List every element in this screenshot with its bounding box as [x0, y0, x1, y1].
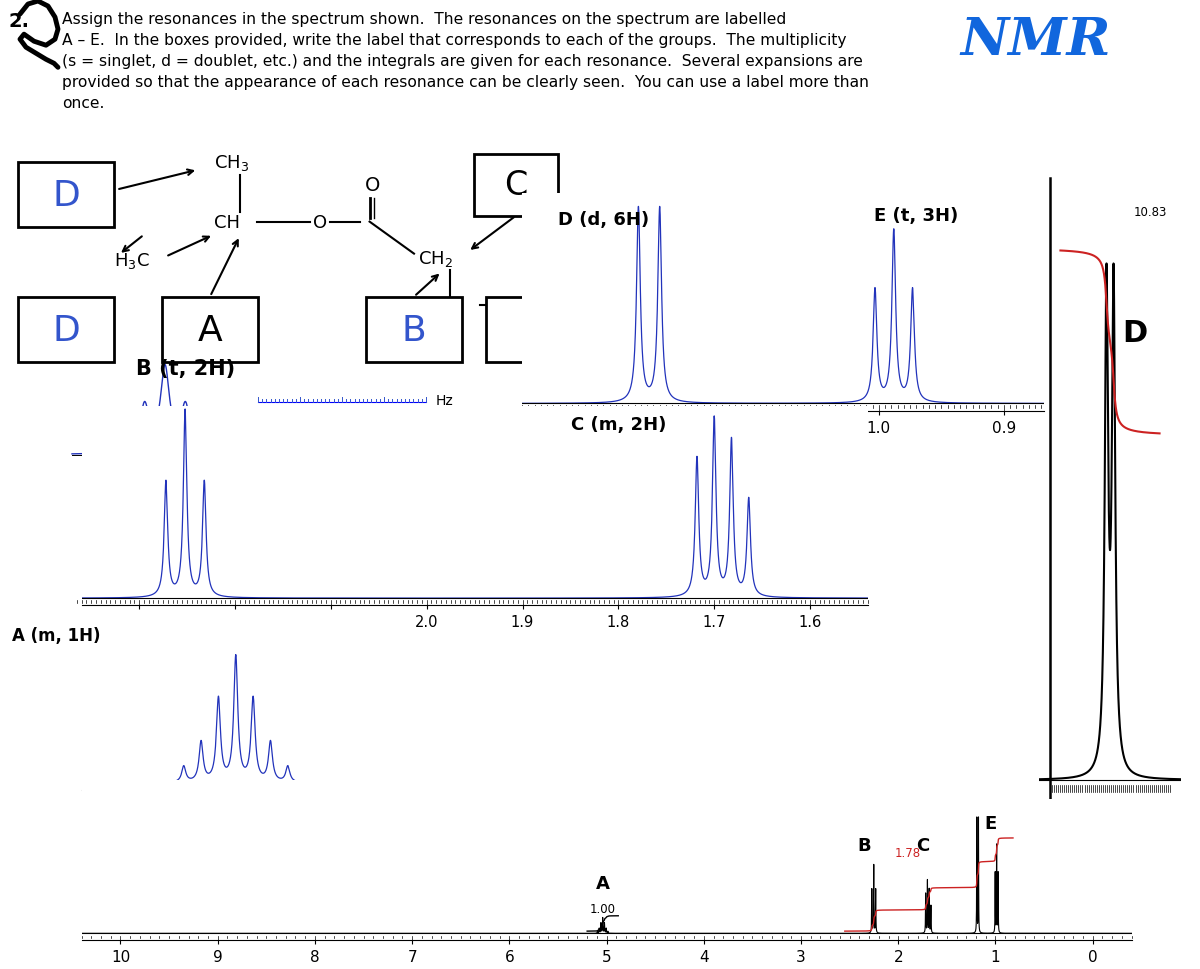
Bar [18, 163, 114, 228]
Text: 10.83: 10.83 [1133, 206, 1166, 219]
Text: 0: 0 [422, 407, 430, 421]
Text: 10: 10 [362, 407, 378, 421]
Text: A – E.  In the boxes provided, write the label that corresponds to each of the g: A – E. In the boxes provided, write the … [62, 33, 846, 48]
Text: E (t, 3H): E (t, 3H) [874, 207, 959, 225]
Text: A: A [595, 874, 610, 891]
Text: 1.00: 1.00 [589, 902, 616, 916]
Text: C: C [916, 836, 929, 855]
Bar [18, 297, 114, 362]
Text: E: E [984, 815, 997, 832]
Text: C (m, 2H): C (m, 2H) [571, 416, 666, 433]
Text: O: O [313, 213, 328, 232]
Text: 20: 20 [306, 407, 322, 421]
Text: CH$_3$: CH$_3$ [526, 296, 560, 315]
Bar [162, 297, 258, 362]
Text: NMR: NMR [960, 15, 1110, 66]
Text: CH$_2$: CH$_2$ [418, 296, 452, 315]
Text: 1.78: 1.78 [895, 846, 922, 859]
Text: CH$_3$: CH$_3$ [214, 152, 248, 172]
Text: (s = singlet, d = doublet, etc.) and the integrals are given for each resonance.: (s = singlet, d = doublet, etc.) and the… [62, 54, 863, 69]
Text: H$_3$C: H$_3$C [114, 250, 150, 270]
Text: D (d, 6H): D (d, 6H) [558, 211, 649, 229]
Text: 2.: 2. [8, 12, 29, 31]
Text: C: C [504, 169, 528, 202]
Text: A (m, 1H): A (m, 1H) [12, 626, 101, 644]
Text: O: O [365, 176, 380, 195]
Text: D: D [52, 178, 80, 212]
Bar [366, 297, 462, 362]
Bar [474, 154, 558, 216]
Text: once.: once. [62, 96, 104, 111]
Text: A: A [198, 313, 222, 347]
Text: B: B [402, 313, 426, 347]
Text: B (t, 2H): B (t, 2H) [137, 359, 235, 378]
Text: B: B [858, 836, 871, 855]
Text: D: D [1122, 319, 1147, 348]
Bar [486, 297, 582, 362]
Text: 30: 30 [251, 407, 265, 421]
Text: provided so that the appearance of each resonance can be clearly seen.  You can : provided so that the appearance of each … [62, 76, 869, 90]
Text: Hz: Hz [436, 393, 454, 407]
Text: D: D [52, 313, 80, 347]
Text: CH: CH [214, 213, 240, 232]
X-axis label: ppm: ppm [587, 967, 626, 969]
Text: E: E [523, 314, 545, 347]
Text: Assign the resonances in the spectrum shown.  The resonances on the spectrum are: Assign the resonances in the spectrum sh… [62, 12, 786, 27]
Text: CH$_2$: CH$_2$ [418, 248, 452, 268]
